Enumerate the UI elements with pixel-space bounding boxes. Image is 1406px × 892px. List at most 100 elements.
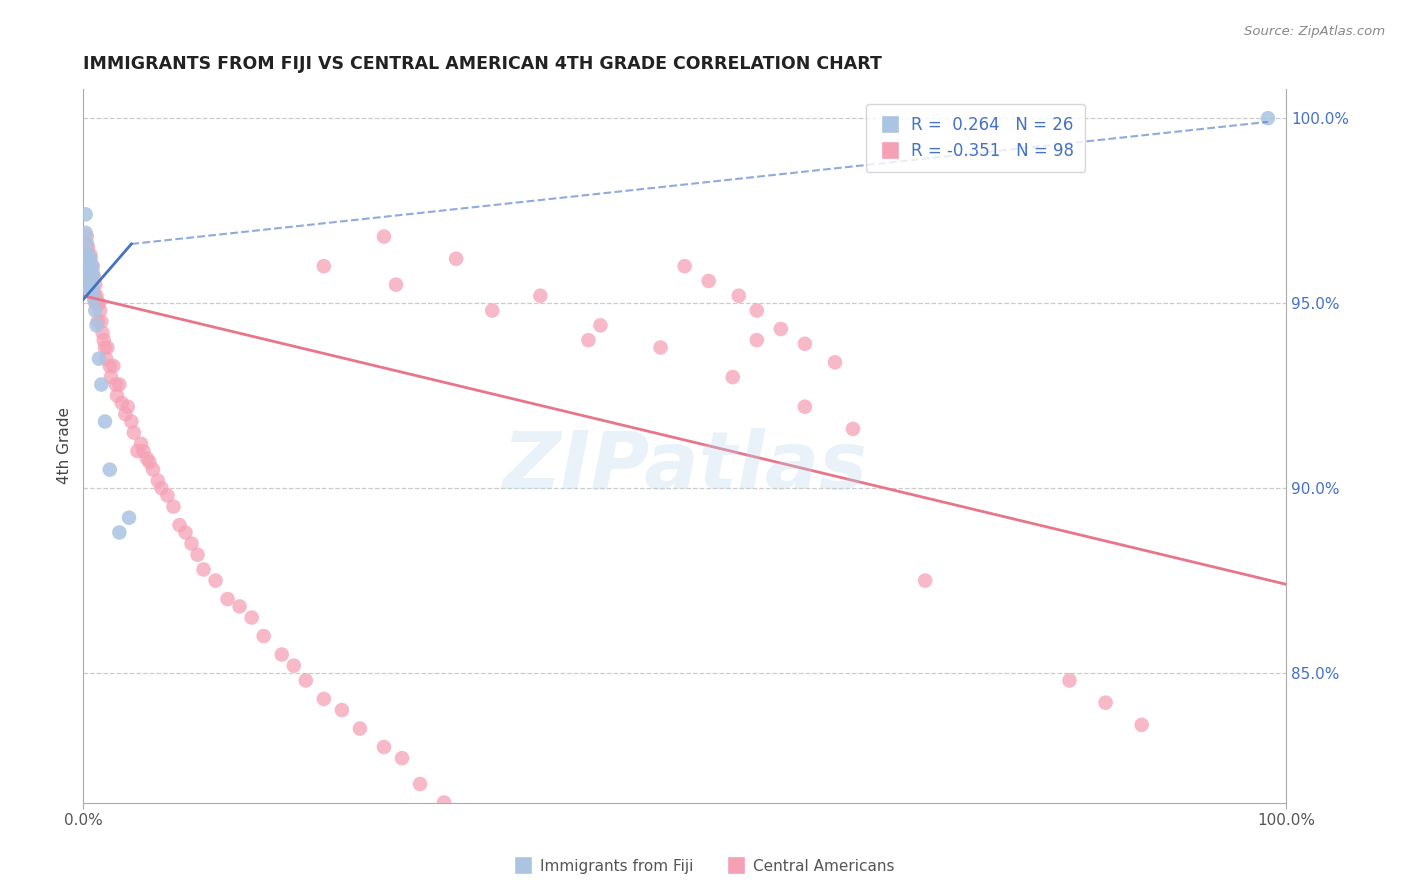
Point	[105, 389, 128, 403]
Point	[89, 303, 111, 318]
Point	[1257, 111, 1279, 125]
Point	[330, 703, 353, 717]
Point	[373, 229, 395, 244]
Point	[433, 796, 456, 810]
Point	[529, 289, 551, 303]
Point	[127, 444, 149, 458]
Point	[824, 355, 846, 369]
Point	[673, 259, 696, 273]
Point	[132, 444, 155, 458]
Point	[104, 377, 127, 392]
Point	[1130, 718, 1153, 732]
Point	[129, 436, 152, 450]
Point	[79, 267, 101, 281]
Point	[100, 370, 122, 384]
Point	[283, 658, 305, 673]
Point	[98, 359, 121, 373]
Point	[118, 510, 141, 524]
Point	[94, 351, 117, 366]
Point	[114, 407, 136, 421]
Point	[169, 518, 191, 533]
Point	[108, 377, 131, 392]
Point	[77, 270, 100, 285]
Point	[253, 629, 276, 643]
Legend: R =  0.264   N = 26, R = -0.351   N = 98: R = 0.264 N = 26, R = -0.351 N = 98	[866, 104, 1085, 172]
Point	[589, 318, 612, 333]
Point	[77, 252, 100, 266]
Point	[82, 281, 104, 295]
Point	[138, 455, 160, 469]
Point	[180, 536, 202, 550]
Text: ZIPatlas: ZIPatlas	[502, 428, 868, 506]
Point	[111, 396, 134, 410]
Point	[117, 400, 139, 414]
Point	[270, 648, 292, 662]
Point	[914, 574, 936, 588]
Point	[79, 267, 101, 281]
Point	[93, 333, 115, 347]
Point	[842, 422, 865, 436]
Point	[193, 562, 215, 576]
Point	[91, 326, 114, 340]
Point	[80, 274, 103, 288]
Point	[727, 289, 749, 303]
Legend: Immigrants from Fiji, Central Americans: Immigrants from Fiji, Central Americans	[505, 853, 901, 880]
Point	[98, 462, 121, 476]
Point	[1094, 696, 1116, 710]
Point	[79, 259, 101, 273]
Point	[75, 226, 97, 240]
Point	[349, 722, 371, 736]
Point	[80, 285, 103, 299]
Point	[103, 359, 125, 373]
Point	[745, 303, 768, 318]
Point	[79, 270, 101, 285]
Point	[86, 289, 108, 303]
Y-axis label: 4th Grade: 4th Grade	[58, 407, 72, 484]
Point	[385, 277, 408, 292]
Point	[156, 488, 179, 502]
Point	[83, 289, 105, 303]
Point	[82, 267, 104, 281]
Point	[204, 574, 226, 588]
Point	[721, 370, 744, 384]
Point	[187, 548, 209, 562]
Point	[312, 692, 335, 706]
Point	[79, 252, 101, 266]
Point	[457, 814, 479, 828]
Text: Source: ZipAtlas.com: Source: ZipAtlas.com	[1244, 25, 1385, 38]
Point	[136, 451, 159, 466]
Point	[1059, 673, 1081, 688]
Point	[228, 599, 250, 614]
Point	[79, 252, 101, 266]
Point	[697, 274, 720, 288]
Point	[294, 673, 316, 688]
Point	[578, 333, 600, 347]
Point	[146, 474, 169, 488]
Point	[75, 207, 97, 221]
Point	[529, 880, 551, 892]
Point	[174, 525, 197, 540]
Point	[84, 277, 107, 292]
Point	[79, 281, 101, 295]
Point	[87, 315, 110, 329]
Point	[87, 296, 110, 310]
Point	[90, 377, 112, 392]
Point	[793, 336, 815, 351]
Point	[84, 303, 107, 318]
Point	[94, 415, 117, 429]
Point	[87, 351, 110, 366]
Point	[373, 739, 395, 754]
Point	[409, 777, 432, 791]
Point	[162, 500, 184, 514]
Point	[120, 415, 142, 429]
Point	[650, 341, 672, 355]
Point	[481, 832, 503, 847]
Point	[142, 462, 165, 476]
Point	[79, 267, 101, 281]
Point	[481, 303, 503, 318]
Point	[83, 293, 105, 307]
Point	[84, 296, 107, 310]
Point	[312, 259, 335, 273]
Point	[150, 481, 173, 495]
Point	[79, 281, 101, 295]
